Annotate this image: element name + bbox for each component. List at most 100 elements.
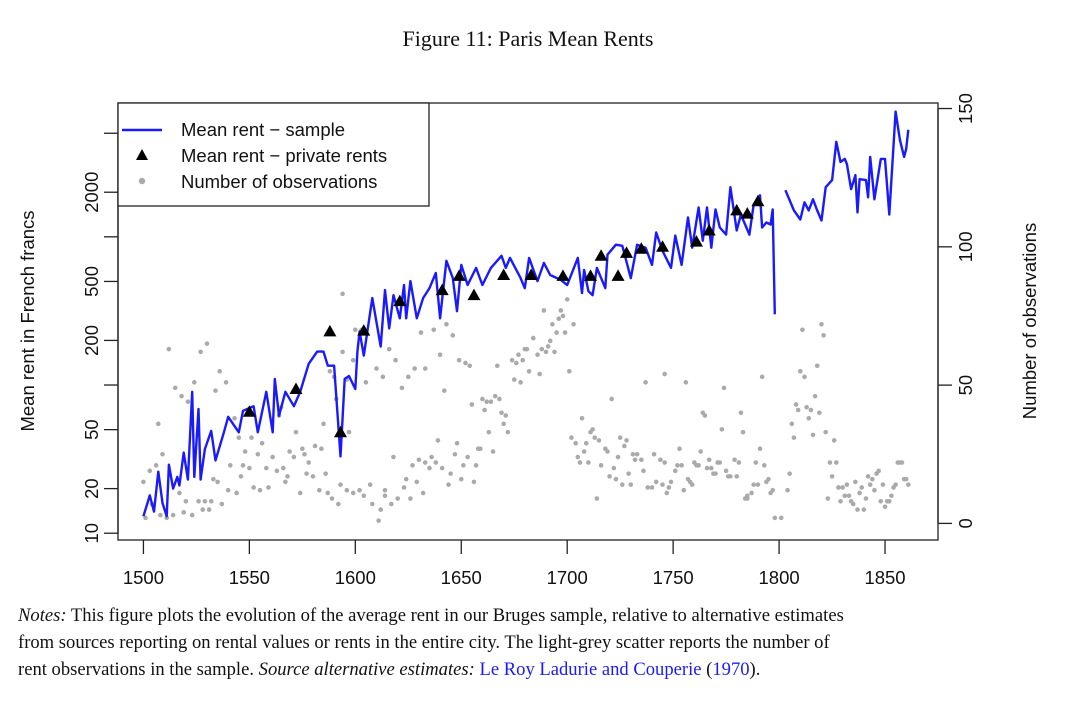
- notes-text-2: from sources reporting on rental values …: [18, 632, 830, 653]
- legend: Mean rent − sample Mean rent − private r…: [117, 102, 430, 207]
- observation-dot: [772, 515, 778, 521]
- observation-dot: [302, 451, 307, 457]
- observation-dot: [827, 460, 833, 465]
- observation-dot: [240, 463, 246, 468]
- observation-dot: [172, 385, 178, 391]
- notes-label: Notes:: [18, 605, 67, 626]
- observation-dot: [202, 498, 208, 504]
- observation-dot: [675, 463, 680, 468]
- observation-dot: [480, 396, 485, 402]
- notes-line-3: rent observations in the sample. Source …: [18, 656, 1078, 683]
- observation-dot: [509, 357, 515, 363]
- observation-dot: [624, 438, 629, 443]
- observation-dot: [598, 463, 604, 468]
- x-tick-label: 1650: [441, 567, 482, 588]
- observation-dot: [280, 465, 286, 471]
- observation-dot: [681, 487, 687, 493]
- y-left-tick-label: 10: [81, 523, 102, 544]
- observation-dot: [336, 501, 341, 507]
- observation-dot: [564, 297, 570, 302]
- observation-dot: [259, 440, 265, 446]
- observation-dot: [200, 507, 206, 512]
- observation-dot: [867, 482, 873, 487]
- observation-dot: [329, 496, 335, 501]
- citation-authors-link[interactable]: Le Roy Ladurie and Couperie: [479, 659, 702, 680]
- observation-dot: [853, 479, 858, 485]
- observation-dot: [255, 451, 261, 457]
- observation-dot: [287, 449, 292, 454]
- observation-dot: [876, 468, 881, 474]
- observation-dot: [444, 321, 449, 327]
- observation-dot: [734, 474, 740, 479]
- observation-dot: [147, 468, 153, 474]
- observation-dot: [878, 498, 884, 504]
- citation-year-link[interactable]: 1970: [712, 659, 750, 680]
- observation-dot: [490, 449, 496, 454]
- observation-dot: [785, 487, 790, 493]
- observation-dot: [321, 421, 326, 427]
- observation-dot: [899, 460, 905, 465]
- observation-dot: [446, 482, 451, 487]
- y-right-tick-label: 150: [955, 93, 976, 124]
- observation-dot: [439, 465, 445, 471]
- observation-dot: [571, 321, 576, 327]
- observation-dot: [467, 363, 473, 369]
- observation-dot: [499, 410, 504, 416]
- observation-dot: [433, 460, 439, 465]
- observation-dot: [558, 308, 564, 313]
- observation-dot: [583, 440, 589, 446]
- legend-label-observations: Number of observations: [181, 171, 377, 192]
- figure-notes: Notes: This figure plots the evolution o…: [18, 602, 1078, 683]
- observation-dot: [420, 490, 426, 496]
- observation-dot: [672, 468, 678, 474]
- observation-dot: [594, 496, 600, 501]
- observation-dot: [753, 460, 759, 465]
- observation-dot: [427, 465, 432, 471]
- observation-dot: [677, 446, 682, 452]
- observation-dot: [177, 490, 182, 496]
- observation-dot: [450, 333, 456, 338]
- private-rent-triangle: [289, 382, 303, 395]
- observation-dot: [708, 465, 714, 471]
- observation-dot: [514, 360, 519, 366]
- observation-dot: [422, 460, 428, 465]
- observation-dot: [728, 474, 733, 479]
- observation-dot: [560, 313, 566, 319]
- observation-dot: [683, 380, 689, 385]
- observation-dot: [414, 479, 420, 485]
- notes-text-1: This figure plots the evolution of the a…: [66, 605, 844, 626]
- x-axis: 1500 1550 1600 1650 1700 1750 1800 1850: [123, 540, 906, 588]
- observation-dot: [312, 443, 318, 449]
- observation-dot: [713, 471, 718, 476]
- observation-dot: [802, 374, 807, 380]
- observation-dot: [880, 482, 886, 487]
- observation-dot: [575, 454, 581, 460]
- observation-dot: [622, 443, 627, 449]
- observation-dot: [791, 435, 797, 440]
- private-rent-triangle: [730, 203, 744, 216]
- observation-dot: [759, 374, 765, 380]
- observation-dot: [143, 515, 148, 521]
- observation-dot: [422, 366, 428, 371]
- observation-dot: [367, 482, 373, 487]
- observation-dot: [886, 498, 892, 504]
- legend-label-private: Mean rent − private rents: [181, 145, 387, 166]
- observation-dot: [696, 463, 701, 468]
- observation-dot: [478, 446, 483, 452]
- observation-dot: [590, 427, 595, 432]
- observation-dot: [626, 471, 631, 476]
- y-axis-left-title: Mean rent in French francs: [17, 210, 38, 431]
- observation-dot: [234, 490, 239, 496]
- observation-dot: [340, 291, 345, 297]
- observation-dot: [662, 371, 667, 377]
- observation-dot: [619, 482, 625, 487]
- private-rent-triangle: [357, 324, 371, 336]
- observation-dot: [581, 449, 587, 454]
- x-tick-label: 1750: [653, 567, 694, 588]
- observation-dot: [181, 510, 186, 515]
- x-tick-label: 1500: [123, 567, 164, 588]
- observation-dot: [291, 454, 297, 460]
- observation-dot: [596, 438, 602, 443]
- observation-dot: [889, 493, 894, 499]
- x-tick-label: 1700: [547, 567, 588, 588]
